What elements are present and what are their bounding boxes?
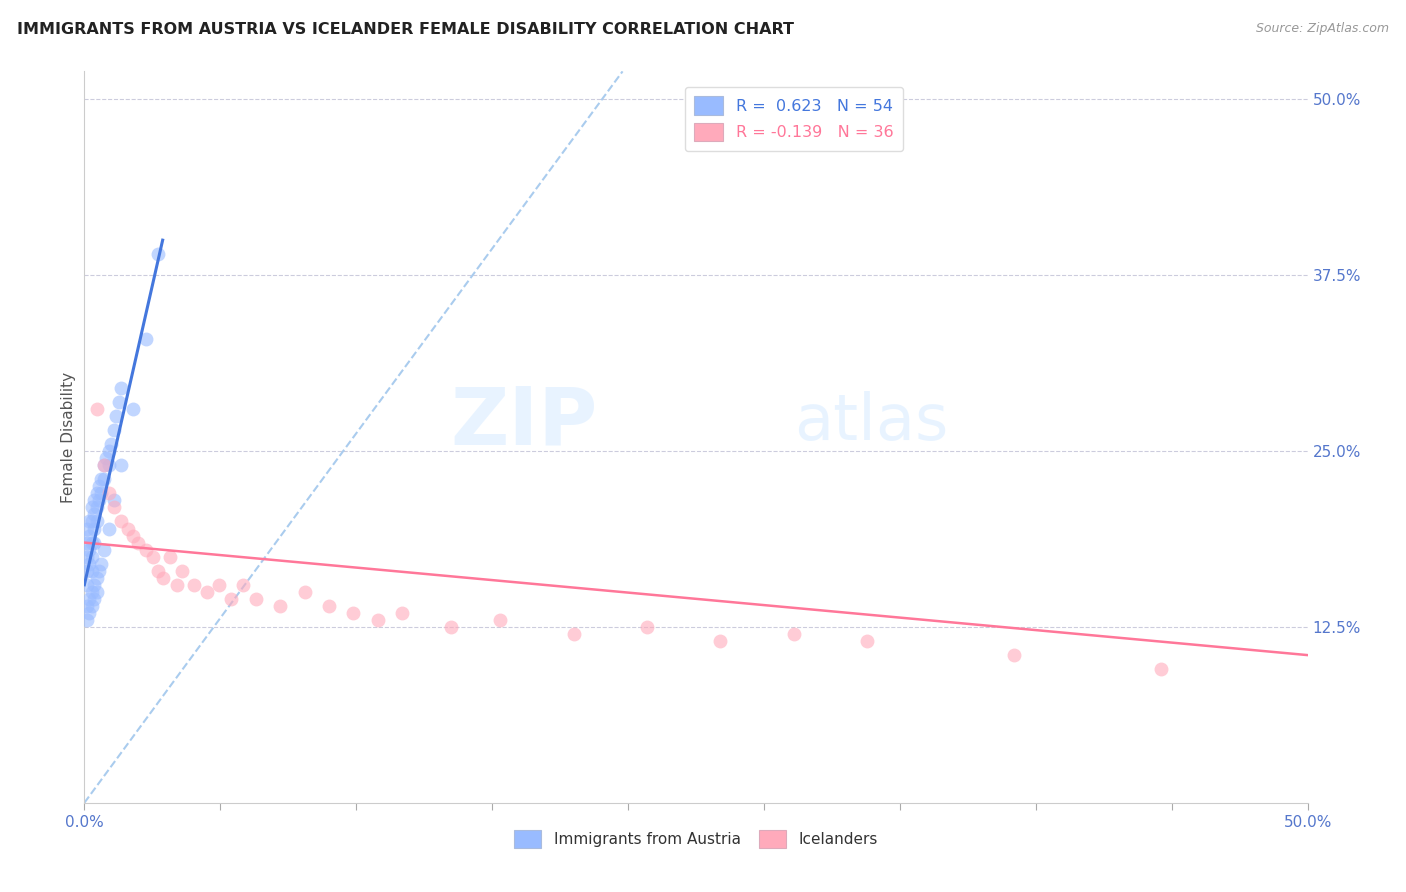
Point bbox=[86, 486, 108, 500]
Point bbox=[86, 500, 108, 515]
Point bbox=[219, 591, 242, 606]
Point bbox=[83, 535, 105, 549]
Point bbox=[135, 332, 157, 346]
Text: ZIP: ZIP bbox=[451, 384, 598, 461]
Point bbox=[146, 564, 169, 578]
Y-axis label: Female Disability: Female Disability bbox=[60, 371, 76, 503]
Point bbox=[83, 521, 105, 535]
Point bbox=[76, 521, 98, 535]
Point bbox=[166, 578, 188, 592]
Point bbox=[80, 535, 103, 549]
Point bbox=[76, 535, 98, 549]
Point bbox=[80, 584, 103, 599]
Point bbox=[97, 458, 120, 473]
Point bbox=[232, 578, 254, 592]
Point bbox=[76, 578, 98, 592]
Point bbox=[342, 606, 364, 620]
Point bbox=[76, 564, 98, 578]
Point bbox=[83, 493, 105, 508]
Point bbox=[105, 409, 128, 423]
Point bbox=[110, 515, 132, 529]
Point bbox=[142, 549, 165, 564]
Point bbox=[318, 599, 340, 613]
Point bbox=[97, 521, 120, 535]
Point bbox=[90, 486, 112, 500]
Point bbox=[86, 401, 108, 416]
Point bbox=[86, 584, 108, 599]
Point bbox=[87, 493, 110, 508]
Point bbox=[80, 549, 103, 564]
Point bbox=[93, 472, 115, 486]
Point bbox=[86, 571, 108, 585]
Point bbox=[93, 542, 115, 557]
Point bbox=[183, 578, 205, 592]
Point bbox=[489, 613, 512, 627]
Point bbox=[159, 549, 181, 564]
Point bbox=[97, 444, 120, 458]
Point bbox=[146, 247, 169, 261]
Point bbox=[87, 564, 110, 578]
Point bbox=[122, 528, 145, 542]
Point bbox=[77, 557, 100, 571]
Point bbox=[77, 542, 100, 557]
Text: Source: ZipAtlas.com: Source: ZipAtlas.com bbox=[1256, 22, 1389, 36]
Point bbox=[93, 458, 115, 473]
Point bbox=[86, 515, 108, 529]
Point bbox=[856, 634, 879, 648]
Point bbox=[135, 542, 157, 557]
Point bbox=[103, 423, 125, 437]
Point bbox=[80, 515, 103, 529]
Point bbox=[97, 486, 120, 500]
Point bbox=[709, 634, 731, 648]
Point bbox=[783, 627, 806, 641]
Point bbox=[152, 571, 174, 585]
Point bbox=[80, 564, 103, 578]
Point bbox=[110, 381, 132, 395]
Point bbox=[636, 620, 658, 634]
Point bbox=[1002, 648, 1025, 662]
Point bbox=[93, 458, 115, 473]
Point bbox=[103, 500, 125, 515]
Point bbox=[83, 578, 105, 592]
Point bbox=[77, 515, 100, 529]
Point bbox=[117, 521, 139, 535]
Text: atlas: atlas bbox=[794, 392, 948, 453]
Point bbox=[269, 599, 291, 613]
Point bbox=[76, 549, 98, 564]
Point bbox=[76, 613, 98, 627]
Point bbox=[440, 620, 463, 634]
Point bbox=[80, 500, 103, 515]
Point bbox=[110, 458, 132, 473]
Point bbox=[76, 599, 98, 613]
Point bbox=[77, 606, 100, 620]
Point bbox=[100, 437, 122, 451]
Point bbox=[562, 627, 585, 641]
Point bbox=[90, 557, 112, 571]
Point bbox=[367, 613, 389, 627]
Point bbox=[80, 599, 103, 613]
Point bbox=[77, 591, 100, 606]
Point bbox=[90, 472, 112, 486]
Point bbox=[103, 493, 125, 508]
Point bbox=[107, 395, 129, 409]
Legend: Immigrants from Austria, Icelanders: Immigrants from Austria, Icelanders bbox=[508, 824, 884, 854]
Point bbox=[1150, 662, 1173, 676]
Point bbox=[245, 591, 267, 606]
Point bbox=[87, 479, 110, 493]
Point bbox=[122, 401, 145, 416]
Point bbox=[83, 591, 105, 606]
Point bbox=[127, 535, 149, 549]
Point bbox=[83, 508, 105, 522]
Text: IMMIGRANTS FROM AUSTRIA VS ICELANDER FEMALE DISABILITY CORRELATION CHART: IMMIGRANTS FROM AUSTRIA VS ICELANDER FEM… bbox=[17, 22, 794, 37]
Point bbox=[172, 564, 194, 578]
Point bbox=[208, 578, 231, 592]
Point bbox=[195, 584, 218, 599]
Point bbox=[96, 451, 118, 466]
Point bbox=[391, 606, 413, 620]
Point bbox=[77, 528, 100, 542]
Point bbox=[294, 584, 316, 599]
